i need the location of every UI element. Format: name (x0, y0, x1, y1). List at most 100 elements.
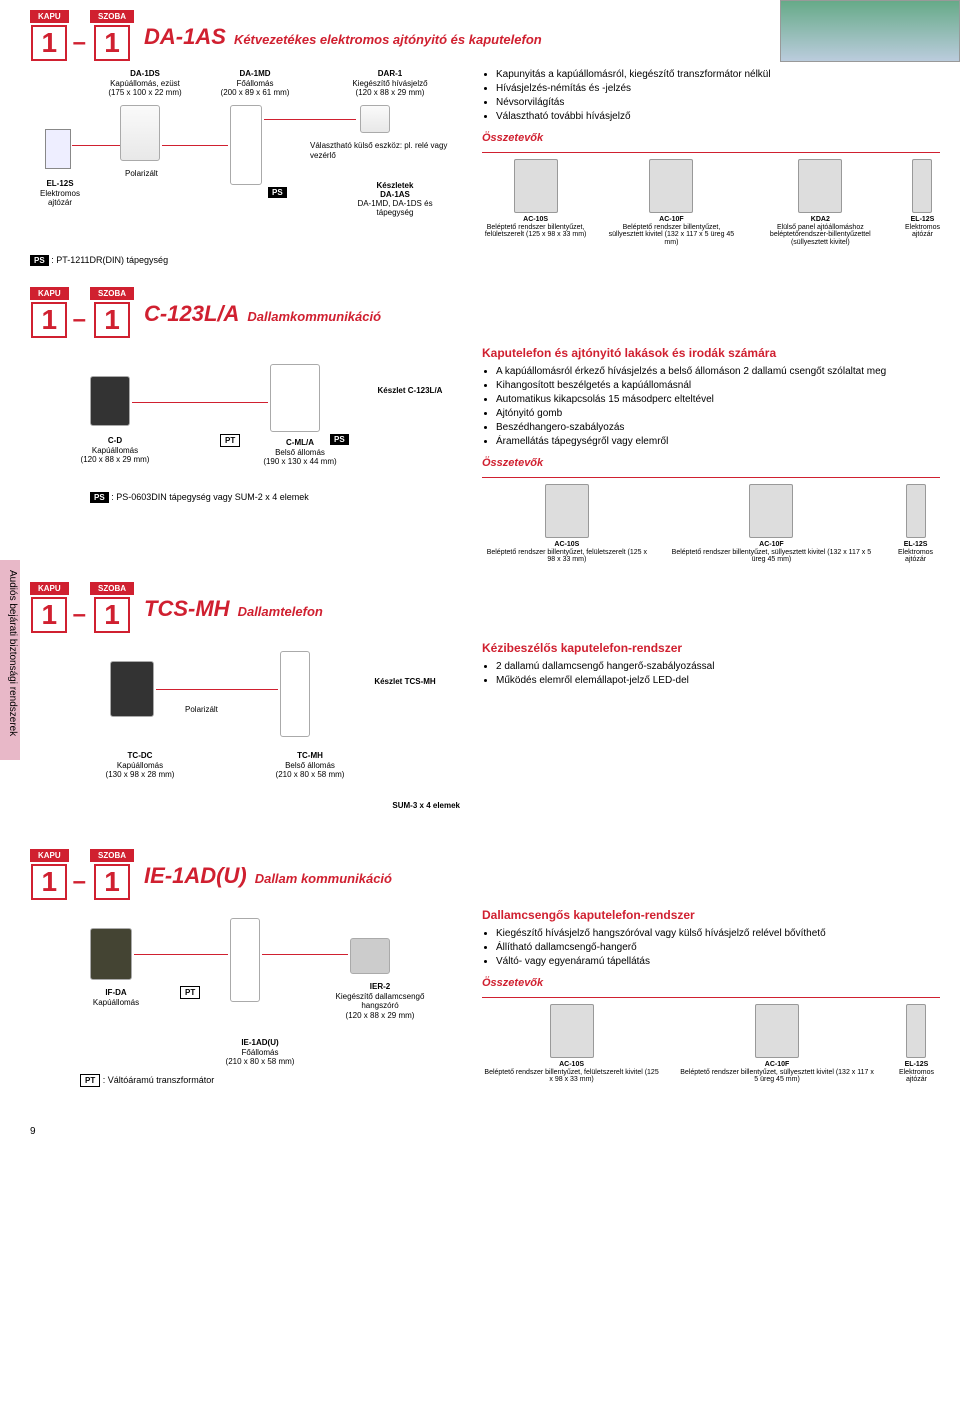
title-main: IE-1AD(U) (144, 863, 247, 889)
title-sub: Dallam kommunikáció (255, 871, 392, 886)
opt-item: AC-10SBeléptető rendszer billentyűzet, f… (482, 484, 652, 564)
tcdc-desc: Kapúállomás (117, 761, 163, 770)
badge-num: 1 (31, 302, 67, 338)
tcmh-desc: Belső állomás (285, 761, 335, 770)
opt-desc: Elülső panel ajtóállomáshoz beléptetőren… (770, 224, 871, 246)
title-main: TCS-MH (144, 596, 230, 622)
opt-desc: Beléptető rendszer billentyűzet, felület… (485, 224, 587, 239)
badge-dash: – (73, 868, 86, 896)
feat: Váltó- vagy egyenáramú tápellátás (496, 956, 940, 967)
badge-num-szoba: 1 (94, 25, 130, 61)
badges: KAPU1 – SZOBA1 (30, 582, 134, 633)
badge-num: 1 (94, 597, 130, 633)
ifda-desc: Kapúállomás (93, 998, 139, 1007)
badge-num: 1 (94, 302, 130, 338)
opt-desc: Beléptető rendszer billentyűzet, süllyes… (680, 1069, 874, 1084)
title-main: DA-1AS (144, 24, 226, 50)
opt-item: AC-10FBeléptető rendszer billentyűzet, s… (607, 159, 735, 247)
opt-desc: Elektromos ajtózár (899, 1069, 934, 1084)
feat: Hívásjelzés-némítás és -jelzés (496, 83, 940, 94)
badge-kapu: KAPU (30, 10, 69, 23)
opt-item: EL-12SElektromos ajtózár (891, 484, 940, 564)
opt-name: AC-10S (554, 541, 579, 548)
opt-desc: Beléptető rendszer billentyűzet, süllyes… (672, 549, 871, 564)
heading: Kaputelefon és ajtónyitó lakások és irod… (482, 346, 940, 360)
opt-name: AC-10F (765, 1061, 790, 1068)
power: SUM-3 x 4 elemek (340, 801, 460, 811)
pt-badge: PT (180, 986, 200, 999)
osszetevok-label: Összetevők (482, 132, 940, 144)
features: 2 dallamú dallamcsengő hangerő-szabályoz… (496, 661, 940, 686)
osszetevok: Összetevők (482, 977, 940, 989)
ps-badge: PS (330, 434, 349, 445)
cmla-dims: (190 x 130 x 44 mm) (263, 457, 336, 466)
badge-num: 1 (31, 597, 67, 633)
opt-name: EL-12S (904, 541, 928, 548)
title-main: C-123L/A (144, 301, 239, 327)
kit-tcs: Készlet TCS-MH (370, 677, 440, 686)
ier2-desc: Kiegészítő dallamcsengő hangszóró (336, 992, 425, 1011)
page-number: 9 (30, 1126, 940, 1137)
features-da1as: Kapunyitás a kapúállomásról, kiegészítő … (496, 69, 940, 122)
ps-note: : PS-0603DIN tápegység vagy SUM-2 x 4 el… (111, 492, 309, 502)
diagram-da1as: DA-1DS Kapúállomás, ezüst (175 x 100 x 2… (30, 69, 470, 269)
ext-opt: Választható külső eszköz: pl. relé vagy … (310, 141, 450, 160)
badges: KAPU1 – SZOBA1 (30, 849, 134, 900)
tcdc-name: TC-DC (128, 751, 153, 760)
options-row: AC-10SBeléptető rendszer billentyűzet, f… (482, 1004, 940, 1084)
ifda-name: IF-DA (105, 988, 126, 997)
feat: Állítható dallamcsengő-hangerő (496, 942, 940, 953)
title-sub: Dallamtelefon (238, 604, 323, 619)
header-photo (780, 0, 960, 62)
features: Kiegészítő hívásjelző hangszóróval vagy … (496, 928, 940, 967)
polarized-label: Polarizált (185, 705, 218, 714)
opt-desc: Beléptető rendszer billentyűzet, süllyes… (609, 224, 735, 246)
ps-note: : PT-1211DR(DIN) tápegység (51, 255, 168, 265)
badge-szoba: SZOBA (90, 287, 134, 300)
da1ds-dims: (175 x 100 x 22 mm) (108, 88, 181, 97)
badge-kapu: KAPU (30, 849, 69, 862)
title-sub: Dallamkommunikáció (247, 309, 381, 324)
opt-desc: Beléptető rendszer billentyűzet, felület… (484, 1069, 658, 1084)
dar1-name: DAR-1 (378, 69, 402, 78)
el12s-name: EL-12S (46, 179, 73, 188)
options-row: AC-10SBeléptető rendszer billentyűzet, f… (482, 159, 940, 247)
da1md-name: DA-1MD (239, 69, 270, 78)
opt-item: KDA2Elülső panel ajtóállomáshoz beléptet… (754, 159, 887, 247)
sidebar-tab: Audiós bejárati biztonsági rendszerek (0, 560, 20, 760)
opt-desc: Beléptető rendszer billentyűzet, felület… (487, 549, 647, 564)
feat: Beszédhangero-szabályozás (496, 422, 940, 433)
da1md-dims: (200 x 89 x 61 mm) (221, 88, 290, 97)
da1ds-name: DA-1DS (130, 69, 160, 78)
feat: A kapúállomásról érkező hívásjelzés a be… (496, 366, 940, 377)
heading: Kézibeszélős kaputelefon-rendszer (482, 641, 940, 655)
system-ie1ad: KAPU1 – SZOBA1 IE-1AD(U) Dallam kommunik… (30, 849, 940, 1108)
cmla-desc: Belső állomás (275, 448, 325, 457)
opt-name: AC-10S (559, 1061, 584, 1068)
opt-name: AC-10F (659, 216, 684, 223)
badge-szoba: SZOBA (90, 10, 134, 23)
osszetevok: Összetevők (482, 457, 940, 469)
feat: Ajtónyitó gomb (496, 408, 940, 419)
tcmh-name: TC-MH (297, 751, 323, 760)
polarized-label: Polarizált (125, 169, 158, 178)
ie1ad-dims: (210 x 80 x 58 mm) (226, 1057, 295, 1066)
opt-name: KDA2 (811, 216, 830, 223)
badge-dash: – (73, 29, 86, 57)
badge-num: 1 (94, 864, 130, 900)
badge-szoba: SZOBA (90, 849, 134, 862)
badge-kapu: KAPU (30, 582, 69, 595)
badge-dash: – (73, 601, 86, 629)
kit-desc: DA-1MD, DA-1DS és tápegység (357, 199, 432, 217)
tcdc-dims: (130 x 98 x 28 mm) (106, 770, 175, 779)
da1ds-desc: Kapúállomás, ezüst (110, 79, 180, 88)
system-c123la: KAPU1 – SZOBA1 C-123L/A Dallamkommunikác… (30, 287, 940, 564)
opt-item: EL-12SElektromos ajtózár (905, 159, 940, 247)
ps-badge2: PS (90, 492, 109, 503)
cd-dims: (120 x 88 x 29 mm) (81, 455, 150, 464)
da1md-desc: Főállomás (237, 79, 274, 88)
opt-desc: Elektromos ajtózár (905, 224, 940, 239)
pt-note: : Váltóáramú transzformátor (103, 1075, 215, 1085)
badge-kapu: KAPU (30, 287, 69, 300)
heading: Dallamcsengős kaputelefon-rendszer (482, 908, 940, 922)
